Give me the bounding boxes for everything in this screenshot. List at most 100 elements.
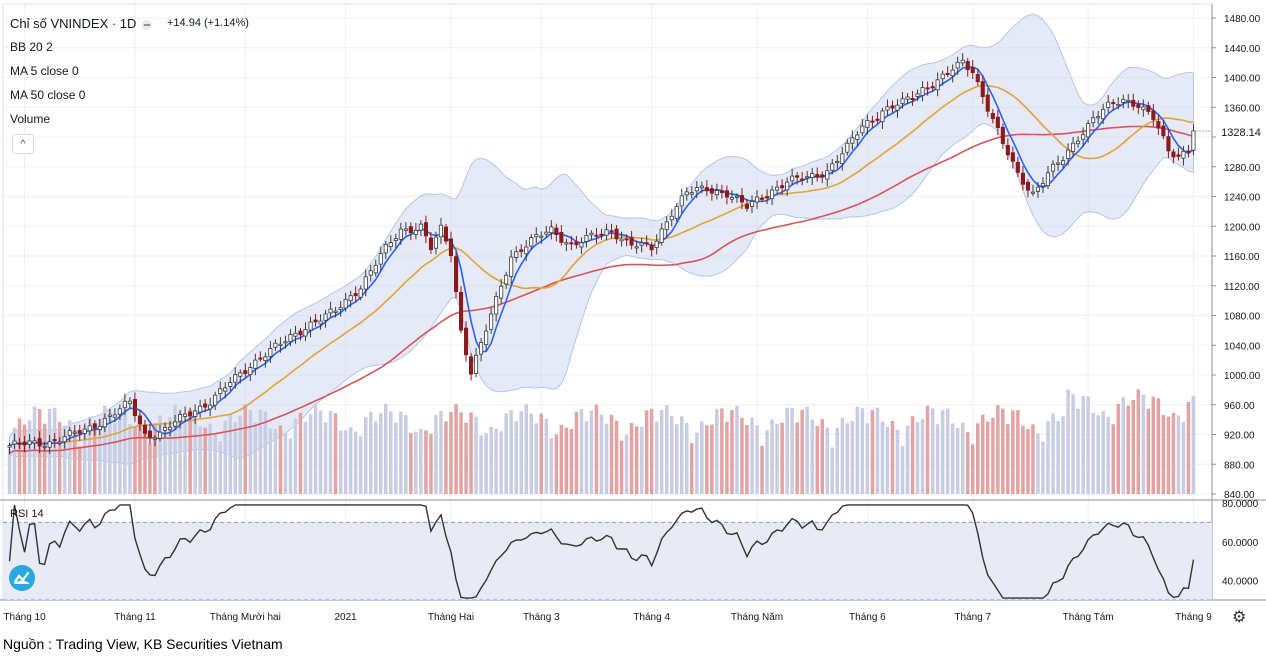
candle-body bbox=[258, 357, 263, 360]
volume-bar bbox=[1096, 415, 1100, 494]
candle-body bbox=[393, 238, 398, 241]
candle-body bbox=[544, 231, 549, 235]
candle-body bbox=[468, 356, 474, 375]
legend-bb[interactable]: BB 20 2 bbox=[10, 40, 53, 54]
volume-bar bbox=[1136, 389, 1140, 494]
candle-body bbox=[940, 73, 945, 80]
candle-body bbox=[253, 359, 258, 369]
volume-bar bbox=[1156, 398, 1161, 494]
volume-bar bbox=[308, 414, 313, 494]
volume-bar bbox=[539, 413, 543, 494]
candle-body bbox=[1141, 106, 1146, 111]
volume-bar bbox=[609, 414, 614, 494]
volume-bar bbox=[991, 417, 995, 494]
vnindex-chart[interactable]: 840.00 880.00 920.00 960.00 1000.00 1040.00 10… bbox=[0, 0, 1266, 630]
candle-body bbox=[1166, 136, 1171, 152]
volume-bar bbox=[103, 405, 107, 494]
volume-bar bbox=[685, 423, 689, 494]
candle-body bbox=[62, 436, 67, 443]
volume-bar bbox=[293, 418, 298, 494]
volume-bars bbox=[7, 389, 1196, 494]
candle-body bbox=[142, 424, 148, 434]
candle-body bbox=[709, 188, 714, 194]
candle-body bbox=[233, 373, 238, 383]
candle-body bbox=[333, 310, 338, 313]
volume-bar bbox=[1086, 396, 1090, 494]
volume-bar bbox=[675, 424, 679, 494]
volume-bar bbox=[233, 422, 237, 494]
volume-bar bbox=[790, 408, 794, 494]
candle-body bbox=[1191, 130, 1196, 151]
volume-bar bbox=[1151, 396, 1156, 494]
candle-body bbox=[12, 440, 17, 445]
volume-bar bbox=[820, 419, 824, 494]
candle-body bbox=[438, 224, 443, 238]
source-caption: Nguồn : Trading View, KB Securities Viet… bbox=[3, 636, 283, 652]
candle-body bbox=[875, 118, 880, 121]
candle-body bbox=[228, 382, 233, 387]
volume-bar bbox=[449, 412, 453, 494]
candle-body bbox=[990, 113, 995, 120]
volume-bar bbox=[73, 430, 77, 494]
candle-body bbox=[494, 296, 499, 315]
candle-body bbox=[107, 414, 112, 417]
candle-body bbox=[288, 334, 293, 342]
volume-bar bbox=[223, 420, 227, 494]
legend-ma5[interactable]: MA 5 close 0 bbox=[10, 64, 79, 78]
candle-body bbox=[373, 264, 378, 274]
time-tick-label: Tháng 11 bbox=[114, 612, 156, 623]
candle-body bbox=[388, 242, 393, 247]
volume-bar bbox=[1001, 408, 1005, 494]
candle-body bbox=[554, 227, 559, 236]
volume-bar bbox=[348, 427, 353, 494]
legend-rsi[interactable]: RSI 14 bbox=[10, 508, 44, 520]
gear-icon[interactable]: ⚙ bbox=[1232, 609, 1247, 626]
candle-body bbox=[273, 342, 278, 348]
collapse-legend-button[interactable]: ^ bbox=[12, 134, 34, 154]
candle-body bbox=[17, 442, 22, 445]
candle-body bbox=[77, 430, 82, 434]
candle-body bbox=[32, 440, 37, 444]
volume-bar bbox=[890, 420, 895, 494]
volume-bar bbox=[940, 410, 945, 494]
price-tick-label: 1360.00 bbox=[1224, 103, 1261, 114]
candle-body bbox=[122, 400, 127, 409]
candle-body bbox=[82, 428, 87, 434]
candle-body bbox=[975, 74, 980, 83]
candle-body bbox=[97, 425, 102, 430]
volume-bar bbox=[649, 408, 654, 494]
volume-bar bbox=[549, 438, 554, 494]
volume-bar bbox=[1061, 416, 1065, 494]
volume-bar bbox=[770, 419, 774, 494]
candle-body bbox=[860, 125, 865, 134]
candle-body bbox=[177, 413, 183, 422]
volume-bar bbox=[1121, 397, 1125, 494]
candle-body bbox=[970, 67, 975, 74]
volume-bar bbox=[1071, 394, 1075, 494]
tradingview-logo-icon[interactable] bbox=[9, 565, 35, 591]
chart-canvas[interactable]: 840.00 880.00 920.00 960.00 1000.00 1040.00 10… bbox=[0, 0, 1266, 630]
candle-body bbox=[669, 215, 674, 221]
volume-bar bbox=[830, 447, 834, 494]
legend-volume[interactable]: Volume bbox=[10, 112, 51, 126]
volume-bar bbox=[594, 404, 599, 494]
candle-body bbox=[92, 423, 97, 429]
candle-body bbox=[418, 223, 423, 231]
candle-body bbox=[805, 176, 810, 179]
volume-bar bbox=[870, 409, 875, 494]
candle-body bbox=[714, 190, 719, 196]
volume-bar bbox=[715, 408, 719, 494]
volume-bar bbox=[394, 422, 398, 494]
candle-body bbox=[1010, 152, 1015, 162]
legend-ma50[interactable]: MA 50 close 0 bbox=[10, 88, 86, 102]
volume-bar bbox=[639, 426, 644, 494]
volume-bar bbox=[584, 421, 589, 494]
volume-bar bbox=[1101, 411, 1105, 494]
volume-bar bbox=[133, 426, 137, 494]
candle-body bbox=[865, 120, 870, 128]
volume-bar bbox=[469, 412, 473, 494]
candle-body bbox=[980, 81, 985, 97]
candle-body bbox=[7, 445, 12, 448]
volume-bar bbox=[564, 427, 569, 494]
volume-bar bbox=[644, 410, 649, 494]
